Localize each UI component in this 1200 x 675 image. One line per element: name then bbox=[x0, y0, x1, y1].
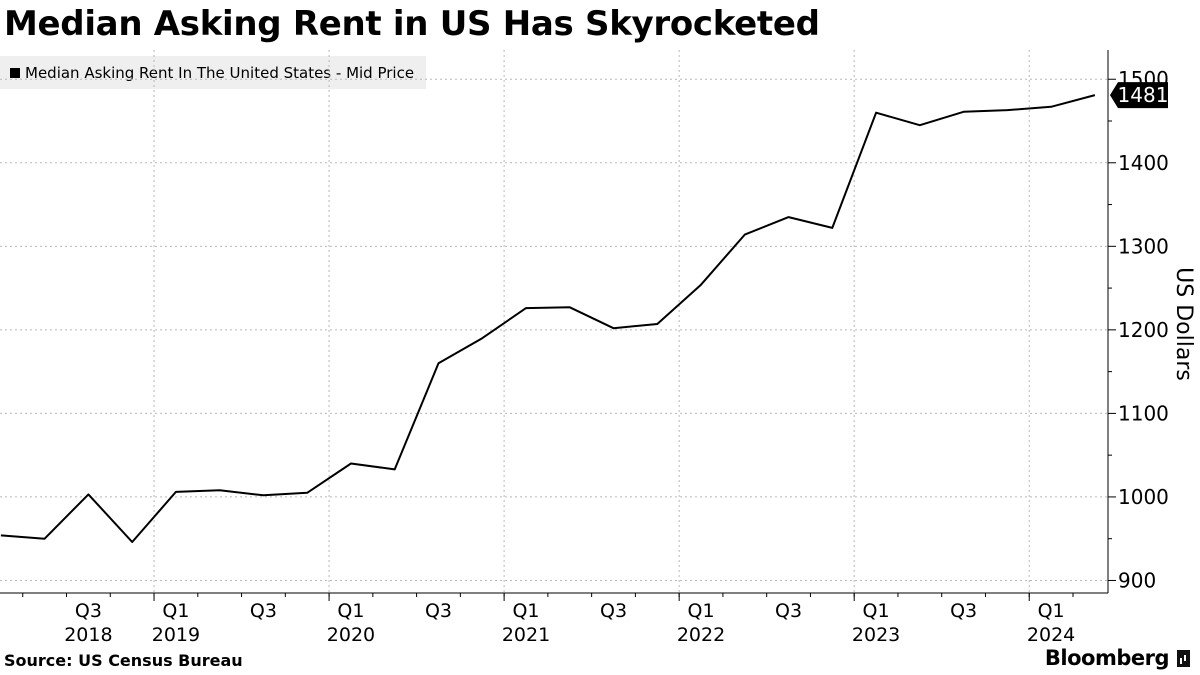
x-tick-label: Q3 bbox=[775, 600, 802, 622]
brand-wordmark: Bloomberg bbox=[1044, 646, 1170, 670]
x-tick-label: Q3 bbox=[75, 600, 102, 622]
bloomberg-mark-icon bbox=[1177, 649, 1190, 667]
x-tick-label: Q3 bbox=[600, 600, 627, 622]
label-layer: 900100011001200130014001500Q32018Q12019Q… bbox=[64, 67, 1196, 646]
chart-legend: Median Asking Rent In The United States … bbox=[0, 56, 427, 89]
y-tick-label: 1000 bbox=[1118, 485, 1169, 509]
x-tick-year-label: 2018 bbox=[64, 624, 112, 646]
chart-title: Median Asking Rent in US Has Skyrocketed bbox=[4, 4, 820, 44]
last-value-badge bbox=[1110, 82, 1168, 109]
axis-layer bbox=[0, 50, 1116, 601]
x-tick-label: Q1 bbox=[337, 600, 364, 622]
series-line bbox=[0, 94, 1096, 543]
y-tick-label: 1400 bbox=[1118, 151, 1169, 175]
y-tick-label: 1100 bbox=[1118, 401, 1169, 425]
x-tick-label: Q1 bbox=[1038, 600, 1065, 622]
legend-swatch bbox=[10, 67, 20, 78]
x-tick-year-label: 2024 bbox=[1027, 624, 1075, 646]
grid-layer bbox=[0, 50, 1108, 593]
source-note: Source: US Census Bureau bbox=[4, 651, 243, 670]
x-tick-year-label: 2023 bbox=[852, 624, 900, 646]
x-tick-year-label: 2021 bbox=[502, 624, 550, 646]
y-tick-label: 900 bbox=[1118, 568, 1156, 592]
x-tick-label: Q3 bbox=[950, 600, 977, 622]
x-tick-label: Q1 bbox=[863, 600, 890, 622]
y-tick-label: 1200 bbox=[1118, 318, 1169, 342]
legend-label: Median Asking Rent In The United States … bbox=[25, 63, 415, 82]
x-tick-label: Q1 bbox=[688, 600, 715, 622]
x-tick-label: Q3 bbox=[250, 600, 277, 622]
series-layer bbox=[0, 94, 1096, 543]
x-tick-year-label: 2020 bbox=[327, 624, 375, 646]
x-tick-label: Q1 bbox=[512, 600, 539, 622]
x-tick-label: Q1 bbox=[162, 600, 189, 622]
brand-logo: Bloomberg bbox=[1045, 646, 1190, 670]
x-tick-label: Q3 bbox=[425, 600, 452, 622]
last-value-label: 1481 bbox=[1118, 83, 1169, 107]
x-tick-year-label: 2019 bbox=[152, 624, 200, 646]
y-tick-label: 1300 bbox=[1118, 234, 1169, 258]
x-tick-year-label: 2022 bbox=[677, 624, 725, 646]
y-axis-title: US Dollars bbox=[1171, 267, 1196, 381]
